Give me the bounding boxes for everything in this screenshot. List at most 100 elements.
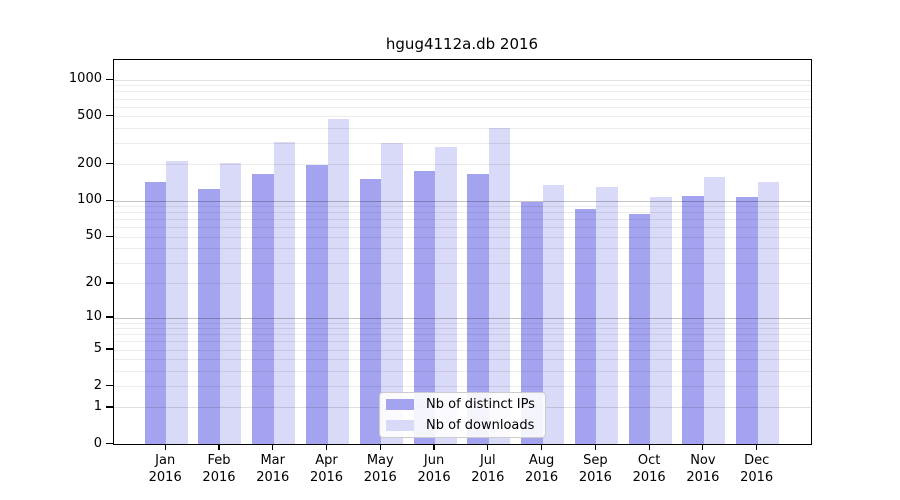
x-tick-label: Jul 2016 <box>456 453 520 486</box>
y-tick-label: 50 <box>85 228 102 244</box>
x-tick-mark <box>702 444 704 450</box>
y-tick-mark <box>106 199 113 201</box>
x-tick-year: 2016 <box>686 469 720 485</box>
x-tick-mark <box>164 444 166 450</box>
y-tick-mark <box>106 442 113 445</box>
x-tick-mark <box>325 444 328 450</box>
bar-distinct-ips <box>521 202 543 444</box>
x-tick-mark <box>379 444 381 450</box>
x-tick-mark <box>648 444 650 450</box>
x-tick-year: 2016 <box>363 469 397 485</box>
bar-downloads <box>650 197 672 444</box>
y-tick-label: 5 <box>93 341 102 357</box>
y-tick-mark <box>106 78 113 80</box>
y-tick-mark <box>106 316 113 318</box>
x-tick-month: Dec <box>744 453 770 468</box>
x-tick-month: Oct <box>637 453 661 468</box>
bar-distinct-ips <box>252 174 274 444</box>
bar-distinct-ips <box>413 171 436 444</box>
plot-area <box>113 59 812 445</box>
x-tick-month: Jul <box>479 453 496 468</box>
x-tick-year: 2016 <box>148 469 182 485</box>
x-tick-month: Sep <box>583 453 608 468</box>
x-tick-year: 2016 <box>309 469 344 485</box>
bar-distinct-ips <box>574 208 597 444</box>
x-tick-label: Aug 2016 <box>510 453 574 486</box>
bar-downloads <box>542 185 565 444</box>
bar-distinct-ips <box>628 214 651 444</box>
chart-title: hgug4112a.db 2016 <box>385 35 539 53</box>
bar-distinct-ips <box>467 173 489 444</box>
y-tick-label: 1000 <box>68 71 102 87</box>
x-tick-label: Dec 2016 <box>725 453 789 486</box>
bar-distinct-ips <box>736 197 758 444</box>
y-tick-label: 2 <box>93 377 102 393</box>
x-tick-month: Jun <box>423 453 445 468</box>
bar-distinct-ips <box>144 181 167 444</box>
x-tick-month: Jan <box>155 453 176 468</box>
bar-downloads <box>273 142 296 444</box>
bar-distinct-ips <box>682 196 704 444</box>
bars-layer <box>114 60 811 444</box>
x-tick-mark <box>756 444 758 450</box>
bar-downloads <box>219 163 242 444</box>
y-tick-mark <box>106 348 113 350</box>
y-tick-label: 1 <box>93 398 102 414</box>
x-tick-mark <box>487 444 489 450</box>
bar-distinct-ips <box>306 165 328 444</box>
x-tick-month: Apr <box>315 453 338 468</box>
y-tick-mark <box>106 163 113 165</box>
legend-swatch-distinct-ips-icon <box>386 399 414 410</box>
x-tick-label: Oct 2016 <box>617 453 681 486</box>
x-tick-month: May <box>366 453 394 468</box>
x-tick-year: 2016 <box>632 469 666 485</box>
x-tick-label: Jun 2016 <box>402 453 466 486</box>
x-tick-label: Apr 2016 <box>295 453 359 486</box>
x-tick-year: 2016 <box>202 469 236 485</box>
x-tick-label: Sep 2016 <box>563 453 627 486</box>
x-tick-label: Mar 2016 <box>241 453 305 486</box>
legend-swatch-downloads-icon <box>386 420 414 431</box>
y-tick-label: 0 <box>93 435 102 451</box>
x-tick-label: May 2016 <box>348 453 412 486</box>
y-tick-label: 500 <box>77 107 102 123</box>
legend-label-distinct-ips: Nb of distinct IPs <box>426 397 535 412</box>
bar-downloads <box>596 186 618 444</box>
x-tick-label: Jan 2016 <box>133 453 197 486</box>
bar-distinct-ips <box>359 179 382 444</box>
x-tick-month: Nov <box>690 453 716 468</box>
x-tick-year: 2016 <box>525 469 559 485</box>
x-tick-year: 2016 <box>740 469 774 485</box>
bar-downloads <box>757 181 780 444</box>
y-tick-label: 20 <box>85 274 102 290</box>
x-tick-mark <box>540 444 543 450</box>
y-tick-mark <box>106 115 113 117</box>
y-tick-mark <box>106 384 113 387</box>
x-tick-month: Aug <box>528 453 555 468</box>
x-tick-month: Mar <box>260 453 285 468</box>
legend: Nb of distinct IPs Nb of downloads <box>379 392 546 438</box>
bar-distinct-ips <box>198 189 220 444</box>
x-tick-mark <box>272 444 274 450</box>
bar-downloads <box>166 160 188 444</box>
x-tick-month: Feb <box>207 453 231 468</box>
y-tick-mark <box>106 282 113 284</box>
x-tick-mark <box>594 444 596 450</box>
x-tick-year: 2016 <box>256 469 290 485</box>
bar-downloads <box>488 128 511 444</box>
x-tick-label: Feb 2016 <box>187 453 251 486</box>
x-tick-mark <box>218 444 220 450</box>
y-tick-label: 200 <box>77 155 102 171</box>
x-tick-year: 2016 <box>471 469 505 485</box>
bar-downloads <box>435 146 457 444</box>
bar-downloads <box>703 177 726 444</box>
x-tick-year: 2016 <box>417 469 451 485</box>
y-tick-label: 100 <box>77 192 102 208</box>
y-tick-mark <box>106 235 113 237</box>
bar-downloads <box>381 143 403 444</box>
bar-downloads <box>327 118 349 444</box>
x-tick-year: 2016 <box>578 469 612 485</box>
y-tick-label: 10 <box>85 309 102 325</box>
x-tick-label: Nov 2016 <box>671 453 735 486</box>
